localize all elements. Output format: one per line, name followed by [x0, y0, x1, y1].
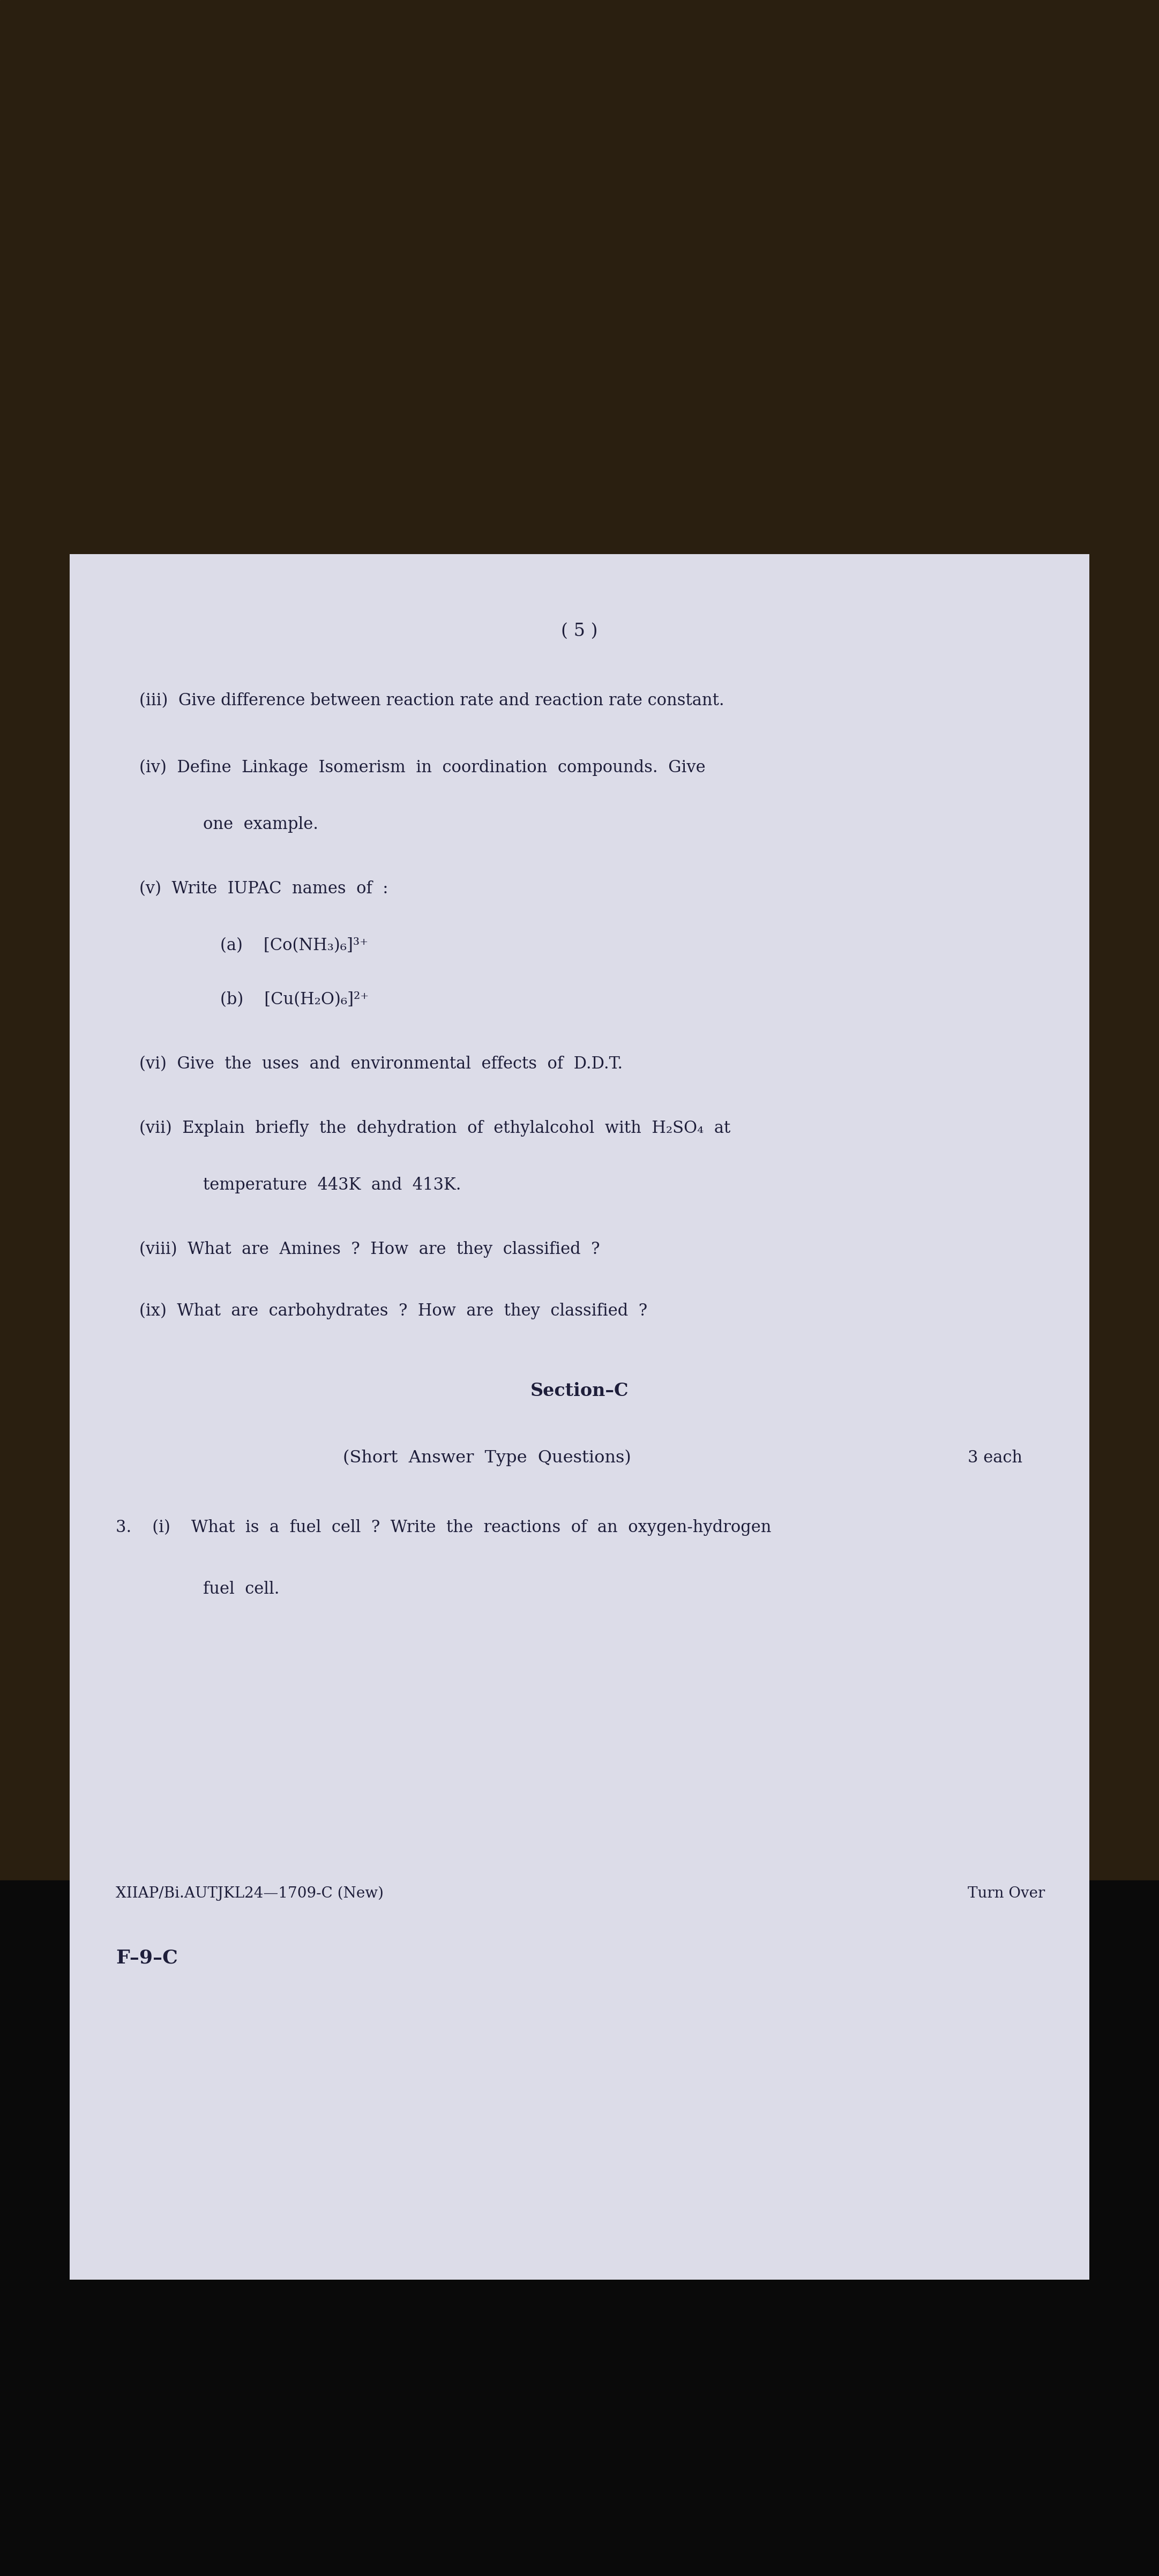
- Text: (vi)  Give  the  uses  and  environmental  effects  of  D.D.T.: (vi) Give the uses and environmental eff…: [139, 1056, 622, 1072]
- Text: (Short  Answer  Type  Questions): (Short Answer Type Questions): [343, 1450, 630, 1466]
- Text: XIIAP/Bi.AUTJKL24—1709-C (New): XIIAP/Bi.AUTJKL24—1709-C (New): [116, 1886, 384, 1901]
- Bar: [70, 554, 1089, 2280]
- Text: (b)    [Cu(H₂O)₆]²⁺: (b) [Cu(H₂O)₆]²⁺: [220, 992, 369, 1007]
- Text: 3 each: 3 each: [968, 1450, 1022, 1466]
- Text: fuel  cell.: fuel cell.: [203, 1582, 279, 1597]
- Bar: [0, 0, 1159, 1880]
- Text: (vii)  Explain  briefly  the  dehydration  of  ethylalcohol  with  H₂SO₄  at: (vii) Explain briefly the dehydration of…: [139, 1121, 730, 1136]
- Text: Turn Over: Turn Over: [968, 1886, 1045, 1901]
- Bar: [0, 1880, 1159, 2576]
- Text: (iii)  Give difference between reaction rate and reaction rate constant.: (iii) Give difference between reaction r…: [139, 693, 724, 708]
- Text: Section–C: Section–C: [531, 1383, 628, 1399]
- Text: (a)    [Co(NH₃)₆]³⁺: (a) [Co(NH₃)₆]³⁺: [220, 938, 369, 953]
- Text: (iv)  Define  Linkage  Isomerism  in  coordination  compounds.  Give: (iv) Define Linkage Isomerism in coordin…: [139, 760, 705, 775]
- Text: temperature  443K  and  413K.: temperature 443K and 413K.: [203, 1177, 461, 1193]
- Text: (ix)  What  are  carbohydrates  ?  How  are  they  classified  ?: (ix) What are carbohydrates ? How are th…: [139, 1303, 647, 1319]
- Text: ( 5 ): ( 5 ): [561, 623, 598, 639]
- Text: F–9–C: F–9–C: [116, 1947, 178, 1968]
- Text: 3.    (i)    What  is  a  fuel  cell  ?  Write  the  reactions  of  an  oxygen-h: 3. (i) What is a fuel cell ? Write the r…: [116, 1520, 772, 1535]
- Text: (v)  Write  IUPAC  names  of  :: (v) Write IUPAC names of :: [139, 881, 388, 896]
- Text: (viii)  What  are  Amines  ?  How  are  they  classified  ?: (viii) What are Amines ? How are they cl…: [139, 1242, 599, 1257]
- Text: one  example.: one example.: [203, 817, 318, 832]
